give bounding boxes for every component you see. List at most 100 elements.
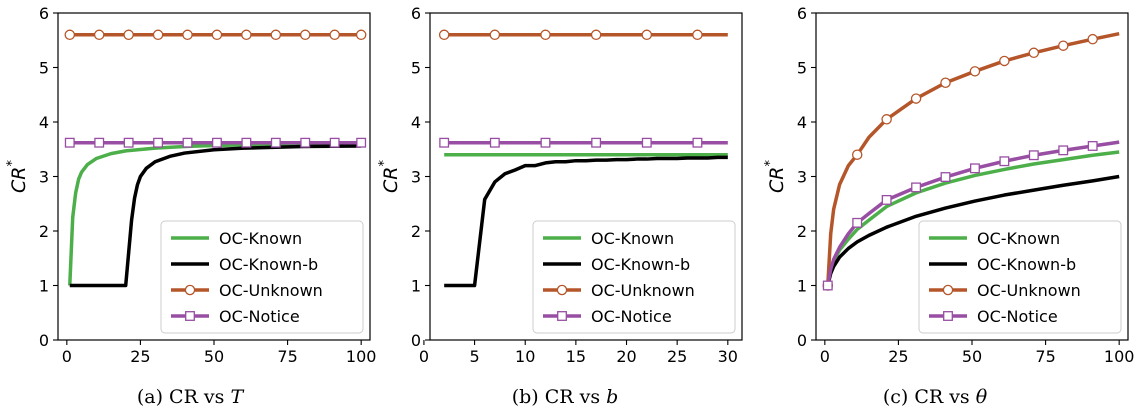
- x-tick-label: 0: [62, 347, 72, 366]
- marker-oc-notice: [270, 137, 281, 148]
- marker-oc-unknown: [241, 29, 252, 41]
- marker-oc-notice: [94, 137, 105, 148]
- marker-oc-unknown: [940, 77, 951, 89]
- x-tick-label: 75: [1035, 347, 1055, 366]
- marker-oc-unknown: [1028, 47, 1040, 59]
- marker-oc-unknown: [299, 29, 311, 41]
- x-tick-label: 25: [667, 347, 687, 366]
- series-line-oc-known: [68, 142, 362, 286]
- marker-oc-unknown: [270, 29, 282, 41]
- legend-marker-oc-unknown: [942, 284, 954, 296]
- marker-oc-unknown: [692, 29, 703, 41]
- legend-marker-oc-notice: [557, 311, 567, 321]
- marker-oc-unknown: [123, 29, 134, 41]
- y-tick-label: 4: [797, 113, 807, 132]
- figure-caption: (b) CR vs b: [512, 386, 619, 408]
- y-tick-label: 0: [797, 331, 807, 350]
- marker-oc-notice: [822, 280, 833, 291]
- y-tick-label: 0: [411, 331, 421, 350]
- y-tick-label: 1: [797, 277, 807, 296]
- y-tick-label: 4: [411, 113, 421, 132]
- marker-oc-notice: [1058, 145, 1069, 156]
- legend-label-oc-known-b: OC-Known-b: [591, 255, 690, 274]
- marker-oc-notice: [940, 172, 951, 182]
- marker-oc-unknown: [329, 29, 340, 41]
- legend-label-oc-unknown: OC-Unknown: [219, 281, 323, 300]
- marker-oc-unknown: [489, 29, 501, 41]
- legend-label-oc-notice: OC-Notice: [591, 307, 672, 326]
- marker-oc-notice: [852, 217, 863, 228]
- marker-oc-notice: [591, 137, 602, 148]
- marker-oc-notice: [1028, 150, 1039, 161]
- legend-marker-oc-unknown: [184, 284, 196, 296]
- marker-oc-unknown: [211, 29, 223, 41]
- y-tick-label: 5: [797, 59, 807, 78]
- y-tick-label: 2: [39, 222, 49, 241]
- legend-marker-oc-unknown: [556, 284, 568, 296]
- marker-oc-unknown: [641, 29, 653, 41]
- x-tick-label: 0: [820, 347, 830, 366]
- y-tick-label: 1: [411, 277, 421, 296]
- series-line-oc-unknown: [826, 31, 1120, 286]
- x-tick-label: 100: [1104, 347, 1135, 366]
- y-tick-label: 6: [797, 4, 807, 23]
- legend-label-oc-known: OC-Known: [977, 229, 1060, 248]
- y-tick-label: 3: [411, 168, 421, 187]
- marker-oc-notice: [692, 137, 703, 148]
- marker-oc-unknown: [590, 29, 602, 41]
- marker-oc-unknown: [999, 55, 1010, 67]
- marker-oc-unknown: [93, 29, 105, 41]
- marker-oc-unknown: [910, 93, 922, 104]
- legend-label-oc-notice: OC-Notice: [219, 307, 300, 326]
- legend-label-oc-known: OC-Known: [219, 229, 302, 248]
- marker-oc-notice: [123, 137, 134, 148]
- marker-oc-notice: [540, 137, 551, 148]
- y-tick-label: 2: [411, 222, 421, 241]
- marker-oc-unknown: [182, 29, 193, 41]
- x-tick-label: 100: [346, 347, 377, 366]
- marker-oc-notice: [182, 137, 193, 148]
- legend-label-oc-known-b: OC-Known-b: [219, 255, 318, 274]
- marker-oc-unknown: [64, 29, 76, 41]
- marker-oc-notice: [153, 137, 164, 148]
- y-axis-label: CR*: [377, 160, 402, 193]
- marker-oc-notice: [881, 194, 892, 205]
- series-line-oc-known-b: [826, 174, 1120, 286]
- marker-oc-notice: [911, 182, 922, 193]
- marker-oc-notice: [489, 137, 500, 148]
- marker-oc-notice: [211, 137, 222, 148]
- marker-oc-notice: [439, 137, 450, 148]
- legend-marker-oc-notice: [943, 311, 953, 321]
- marker-oc-unknown: [1057, 40, 1069, 51]
- y-tick-label: 3: [39, 168, 49, 187]
- chart-panel-c: 0 25 50 75 100 0 1 2 3 4 5 6 CR* OC-Known OC-Known-b OC…: [763, 4, 1134, 408]
- legend-label-oc-unknown: OC-Unknown: [591, 281, 695, 300]
- marker-oc-notice: [64, 137, 75, 148]
- marker-oc-unknown: [851, 149, 863, 160]
- marker-oc-notice: [1087, 141, 1098, 151]
- figure-caption: (a) CR vs T: [137, 386, 245, 408]
- series-line-oc-known-b: [444, 155, 728, 288]
- marker-oc-unknown: [881, 114, 892, 125]
- legend: [160, 220, 364, 334]
- marker-oc-unknown: [540, 29, 551, 41]
- x-tick-label: 75: [277, 347, 297, 366]
- legend: [918, 220, 1122, 334]
- marker-oc-notice: [356, 137, 367, 148]
- x-tick-label: 25: [130, 347, 150, 366]
- y-tick-label: 3: [797, 168, 807, 187]
- y-tick-label: 6: [39, 4, 49, 23]
- legend-label-oc-unknown: OC-Unknown: [977, 281, 1081, 300]
- series-line-oc-notice: [826, 140, 1120, 286]
- marker-oc-notice: [641, 137, 652, 148]
- figure-caption: (c) CR vs θ: [883, 386, 988, 408]
- legend-label-oc-known: OC-Known: [591, 229, 674, 248]
- x-tick-label: 30: [718, 347, 738, 366]
- y-axis-label: CR*: [763, 160, 788, 193]
- y-tick-label: 2: [797, 222, 807, 241]
- y-axis-label: CR*: [5, 160, 30, 193]
- marker-oc-unknown: [355, 29, 367, 41]
- legend-label-oc-known-b: OC-Known-b: [977, 255, 1076, 274]
- series-line-oc-known-b: [69, 144, 362, 288]
- marker-oc-unknown: [438, 29, 450, 41]
